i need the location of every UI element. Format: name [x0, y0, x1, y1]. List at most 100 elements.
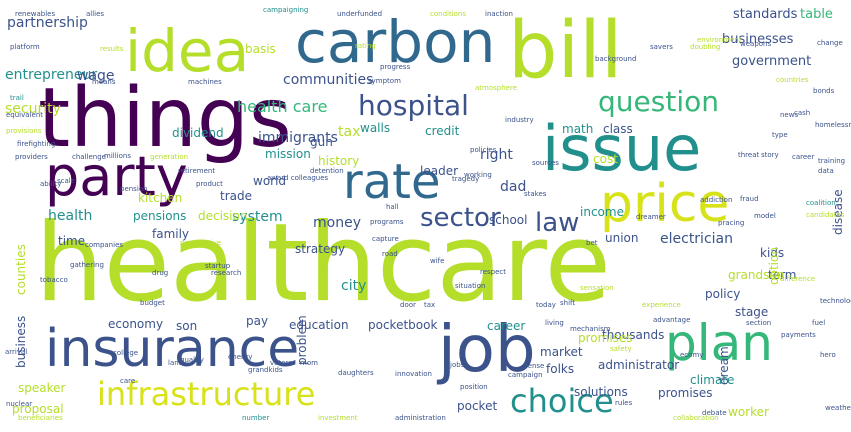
cloud-word: providers — [15, 153, 48, 161]
cloud-word: pension — [120, 185, 148, 193]
cloud-word: electrician — [660, 231, 733, 247]
cloud-word: today — [536, 301, 556, 309]
cloud-word: sources — [532, 159, 559, 167]
cloud-word: safety — [610, 345, 632, 353]
cloud-word: option — [767, 247, 781, 285]
cloud-word: atmosphere — [475, 84, 517, 92]
cloud-word: pocketbook — [368, 318, 438, 332]
cloud-word: communities — [283, 72, 374, 88]
cloud-word: door — [400, 301, 416, 309]
cloud-word: tobacco — [40, 276, 68, 284]
cloud-word: health — [48, 208, 93, 224]
cloud-word: walls — [360, 121, 391, 135]
cloud-word: bill — [508, 6, 623, 96]
cloud-word: grandkids — [248, 366, 283, 374]
cloud-word: system — [232, 209, 283, 225]
cloud-word: mom — [300, 359, 318, 367]
cloud-word: daughters — [338, 369, 374, 377]
cloud-word: hero — [820, 351, 836, 359]
cloud-word: programs — [370, 218, 404, 226]
cloud-word: tragedy — [452, 175, 480, 183]
cloud-word: rules — [615, 399, 633, 407]
cloud-word: dad — [500, 179, 527, 195]
cloud-word: capture — [372, 235, 399, 243]
cloud-word: training — [818, 157, 846, 165]
cloud-word: research — [211, 269, 242, 277]
cloud-word: class — [603, 122, 633, 136]
cloud-word: innovation — [395, 370, 432, 378]
cloud-word: threat — [738, 151, 760, 159]
cloud-word: pocket — [457, 399, 498, 413]
cloud-word: proposal — [12, 402, 64, 416]
cloud-word: shift — [560, 299, 576, 307]
cloud-word: nuclear — [6, 400, 33, 408]
cloud-word: beneficiaries — [18, 414, 63, 422]
cloud-word: party — [45, 145, 188, 208]
cloud-word: quality — [180, 356, 204, 364]
cloud-word: scale — [57, 177, 76, 185]
cloud-word: trail — [10, 94, 24, 102]
cloud-word: infrastructure — [97, 375, 316, 413]
cloud-word: hospital — [358, 89, 469, 122]
cloud-word: position — [460, 383, 488, 391]
cloud-word: time — [58, 234, 86, 248]
cloud-word: budget — [140, 299, 165, 307]
cloud-word: folks — [546, 362, 575, 376]
cloud-word: rate — [343, 154, 441, 210]
cloud-word: dividend — [172, 126, 224, 140]
cloud-word: dream — [717, 346, 731, 385]
cloud-word: trade — [220, 189, 252, 203]
cloud-word: results — [100, 45, 124, 53]
cloud-word: conditions — [430, 10, 467, 18]
cloud-word: machines — [188, 78, 222, 86]
cloud-word: jobs — [450, 361, 465, 369]
cloud-word: collaboration — [673, 414, 719, 422]
cloud-word: generation — [150, 153, 189, 161]
cloud-word: news — [780, 111, 799, 119]
cloud-word: businesses — [722, 32, 794, 47]
cloud-word: choice — [510, 382, 614, 420]
cloud-word: son — [176, 319, 198, 333]
cloud-word: equivalent — [6, 111, 43, 119]
cloud-word: immigrants — [258, 130, 338, 146]
cloud-word: question — [598, 85, 719, 118]
cloud-word: perspective — [180, 239, 222, 247]
cloud-word: counties — [14, 244, 28, 295]
cloud-word: countries — [776, 76, 809, 84]
cloud-word: progress — [380, 63, 411, 71]
cloud-word: inaction — [485, 10, 513, 18]
cloud-word: road — [382, 250, 398, 258]
cloud-word: strategy — [295, 242, 346, 256]
cloud-word: worker — [728, 405, 769, 419]
cloud-word: education — [289, 318, 349, 332]
cloud-word: advantage — [653, 316, 691, 324]
cloud-word: number — [242, 414, 270, 422]
cloud-word: change — [817, 39, 843, 47]
cloud-word: plan — [665, 314, 773, 372]
cloud-word: rating — [355, 42, 376, 50]
cloud-word: cost — [593, 152, 618, 166]
cloud-word: hall — [386, 203, 399, 211]
cloud-word: product — [196, 180, 223, 188]
cloud-word: sensation — [580, 284, 614, 292]
cloud-word: campaign — [508, 371, 543, 379]
cloud-word: weather — [825, 404, 851, 412]
cloud-word: living — [545, 319, 564, 327]
cloud-word: carbon — [295, 8, 496, 76]
cloud-word: wife — [430, 257, 445, 265]
cloud-word: payments — [781, 331, 816, 339]
cloud-word: addiction — [700, 196, 733, 204]
cloud-word: model — [754, 212, 776, 220]
cloud-word: environment — [697, 36, 742, 44]
cloud-word: union — [605, 231, 639, 245]
cloud-word: thousands — [602, 328, 665, 342]
cloud-word: stage — [735, 305, 769, 319]
cloud-word: health care — [237, 97, 328, 116]
cloud-word: wage — [77, 68, 115, 84]
cloud-word: doubling — [690, 43, 721, 51]
cloud-word: decision — [198, 209, 248, 223]
cloud-word: debate — [702, 409, 727, 417]
cloud-word: speaker — [18, 381, 66, 395]
cloud-word: savers — [650, 43, 673, 51]
